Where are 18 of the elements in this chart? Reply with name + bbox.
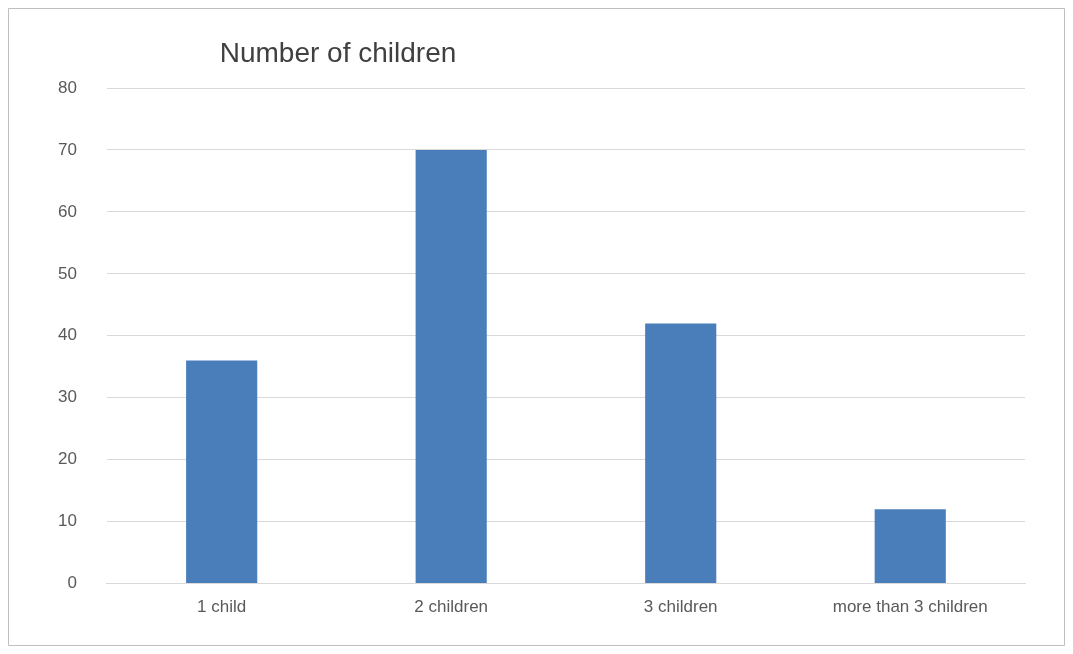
bar	[186, 360, 258, 584]
x-tick-label: 1 child	[197, 597, 247, 617]
y-tick-label: 60	[57, 201, 77, 221]
y-tick-label: 10	[57, 511, 77, 531]
bar	[874, 509, 946, 584]
bar	[415, 149, 487, 584]
y-tick-label: 50	[57, 263, 77, 283]
chart-title: Number of children	[219, 36, 457, 68]
bar	[645, 323, 717, 584]
y-tick-label: 30	[57, 387, 77, 407]
x-tick-label: more than 3 children	[832, 597, 988, 617]
x-tick-label: 2 children	[414, 597, 489, 617]
x-tick-label: 3 children	[643, 597, 718, 617]
y-tick-label: 20	[57, 449, 77, 469]
y-tick-label: 0	[67, 573, 77, 593]
y-tick-label: 70	[57, 139, 77, 159]
y-tick-label: 40	[57, 325, 77, 345]
y-tick-label: 80	[57, 77, 77, 97]
